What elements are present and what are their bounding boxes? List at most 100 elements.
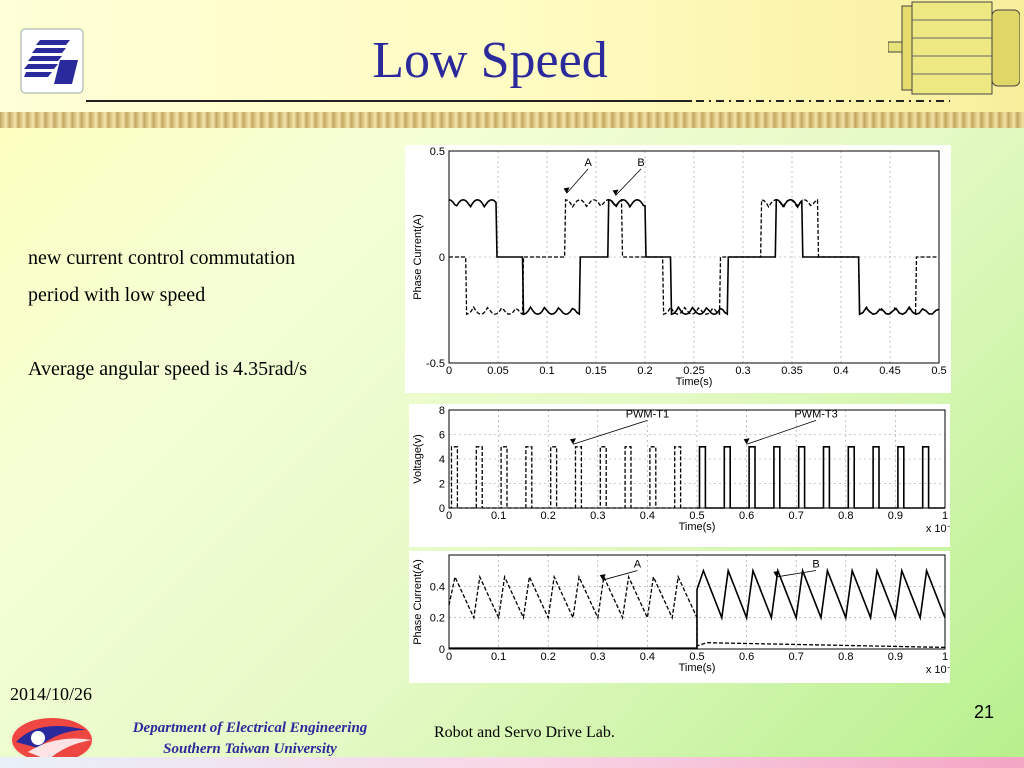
chart3-x-tick-label: 0.9 [888, 651, 903, 663]
title-dashed-rule [696, 100, 950, 102]
phase-current-chart: 0 0.05 0.1 0.15 0.2 0.25 0.3 0.35 0.4 0.45 0.5 0.5 0… [405, 145, 951, 393]
chart2-annotation-pwm-t3: PWM-T3 [794, 408, 837, 420]
chart3-x-multiplier: x 10⁻³ [926, 664, 950, 676]
chart2-x-multiplier: x 10⁻³ [926, 523, 950, 535]
phase-current-zoom-chart: 0 0.1 0.2 0.3 0.4 0.5 0.6 0.7 0.8 0.9 1 0.4 0.2 0 Time… [409, 551, 956, 683]
chart2-annotation-pwm-t1: PWM-T1 [626, 408, 669, 420]
department-logo-icon [20, 28, 84, 94]
chart2-x-tick-label: 0 [446, 510, 452, 522]
chart2-x-tick-label: 0.1 [491, 510, 506, 522]
pwm-voltage-chart: 0 0.1 0.2 0.3 0.4 0.5 0.6 0.7 0.8 0.9 1 8 6 4 2 0 Time(s… [409, 404, 956, 547]
chart2-y-tick-label: 0 [439, 503, 445, 515]
chart1-annotation-b: B [637, 157, 644, 169]
chart1-x-tick-label: 0.1 [539, 365, 554, 377]
motor-icon [888, 1, 1020, 95]
chart1-annotation-b-arrowhead [612, 189, 619, 196]
chart1-x-tick-label: 0.2 [637, 365, 652, 377]
chart1-y-axis-label: Phase Current(A) [412, 214, 424, 300]
body-line-1: new current control commutation [28, 247, 296, 269]
chart2-x-tick-label: 1 [942, 510, 948, 522]
phase-current-chart-svg: 0 0.05 0.1 0.15 0.2 0.25 0.3 0.35 0.4 0.45 0.5 0.5 0… [412, 146, 947, 388]
slide-header [0, 0, 1024, 128]
chart2-annotation-pwm-t1-arrow [572, 419, 648, 445]
chart1-x-tick-label: 0.3 [735, 365, 750, 377]
chart3-annotation-b-arrowhead [773, 570, 780, 577]
pwm-voltage-chart-svg: 0 0.1 0.2 0.3 0.4 0.5 0.6 0.7 0.8 0.9 1 8 6 4 2 0 Time(s… [412, 405, 956, 535]
chart1-x-tick-label: 0.25 [683, 365, 704, 377]
chart3-series-A [448, 574, 946, 649]
chart2-series-PWM-T3 [697, 445, 945, 509]
chart1-y-tick-label: 0.5 [430, 146, 445, 158]
chart3-series-B [449, 567, 946, 649]
footer-lab-name: Robot and Servo Drive Lab. [434, 724, 615, 741]
chart3-x-tick-label: 0.2 [541, 651, 556, 663]
department-name: Department of Electrical Engineering [132, 720, 368, 736]
header-decor-stripe [0, 112, 1024, 128]
chart3-x-tick-label: 0.6 [739, 651, 754, 663]
chart2-y-axis-label: Voltage(v) [412, 434, 424, 484]
chart2-x-tick-label: 0.6 [739, 510, 754, 522]
chart1-x-tick-label: 0.05 [487, 365, 508, 377]
chart2-y-tick-label: 8 [439, 405, 445, 417]
page-number: 21 [974, 702, 995, 722]
chart2-series-PWM-T1 [449, 446, 697, 509]
footer-color-bar [0, 757, 1024, 768]
chart3-y-tick-label: 0.4 [430, 581, 445, 593]
chart2-x-tick-label: 0.9 [888, 510, 903, 522]
chart3-annotation-b-arrow [776, 570, 817, 578]
chart2-annotation-pwm-t3-arrowhead [743, 438, 750, 445]
chart1-x-tick-label: 0.4 [833, 365, 848, 377]
chart2-y-tick-label: 2 [439, 479, 445, 491]
chart1-x-tick-label: 0.45 [879, 365, 900, 377]
body-line-3: Average angular speed is 4.35rad/s [28, 358, 307, 380]
chart1-x-tick-label: 0.5 [931, 365, 946, 377]
chart3-y-axis-label: Phase Current(A) [412, 559, 424, 645]
chart2-x-tick-label: 0.2 [541, 510, 556, 522]
chart3-annotation-a: A [634, 559, 642, 571]
chart3-x-tick-label: 0.3 [590, 651, 605, 663]
chart3-x-tick-label: 0.8 [838, 651, 853, 663]
chart2-x-tick-label: 0.3 [590, 510, 605, 522]
chart3-annotation-a-arrow [602, 570, 638, 581]
chart2-x-axis-label: Time(s) [679, 521, 716, 533]
footer-department: Department of Electrical Engineering Sou… [100, 718, 400, 760]
chart3-x-tick-label: 0.4 [640, 651, 655, 663]
body-line-2: period with low speed [28, 284, 206, 306]
university-name: Southern Taiwan University [163, 741, 337, 757]
chart2-annotation-pwm-t1-arrowhead [570, 438, 576, 445]
chart3-x-tick-label: 0 [446, 651, 452, 663]
chart1-x-tick-label: 0 [446, 365, 452, 377]
chart1-x-axis-label: Time(s) [676, 376, 713, 388]
slide-title: Low Speed [372, 32, 608, 89]
slide-date: 2014/10/26 [10, 684, 93, 704]
phase-current-zoom-chart-svg: 0 0.1 0.2 0.3 0.4 0.5 0.6 0.7 0.8 0.9 1 0.4 0.2 0 Time… [412, 554, 956, 676]
chart3-annotation-b: B [812, 559, 819, 571]
chart3-x-tick-label: 1 [942, 651, 948, 663]
chart2-y-tick-label: 6 [439, 430, 445, 442]
chart2-annotation-pwm-t3-arrow [746, 419, 817, 445]
body-text: new current control commutation period w… [28, 240, 398, 388]
chart1-annotation-a: A [584, 157, 592, 169]
chart3-x-tick-label: 0.1 [491, 651, 506, 663]
chart1-annotation-a-arrowhead [563, 187, 570, 194]
chart3-annotation-a-arrowhead [599, 574, 606, 581]
chart2-x-tick-label: 0.5 [689, 510, 704, 522]
chart1-x-tick-label: 0.15 [585, 365, 606, 377]
chart3-x-tick-label: 0.5 [689, 651, 704, 663]
chart1-annotation-b-arrow [615, 168, 642, 196]
university-logo-icon [12, 718, 92, 762]
chart3-x-tick-label: 0.7 [789, 651, 804, 663]
chart1-annotation-a-arrow [566, 168, 589, 194]
chart3-y-tick-label: 0 [439, 644, 445, 656]
chart1-x-tick-label: 0.35 [781, 365, 802, 377]
chart2-x-tick-label: 0.8 [838, 510, 853, 522]
chart1-series-A [449, 198, 939, 316]
title-underline [86, 100, 692, 102]
chart1-y-tick-label: -0.5 [426, 358, 445, 370]
chart1-y-tick-label: 0 [439, 252, 445, 264]
chart3-x-axis-label: Time(s) [679, 662, 716, 674]
chart2-y-tick-label: 4 [439, 454, 445, 466]
chart2-x-tick-label: 0.4 [640, 510, 655, 522]
chart3-y-tick-label: 0.2 [430, 613, 445, 625]
chart2-x-tick-label: 0.7 [789, 510, 804, 522]
